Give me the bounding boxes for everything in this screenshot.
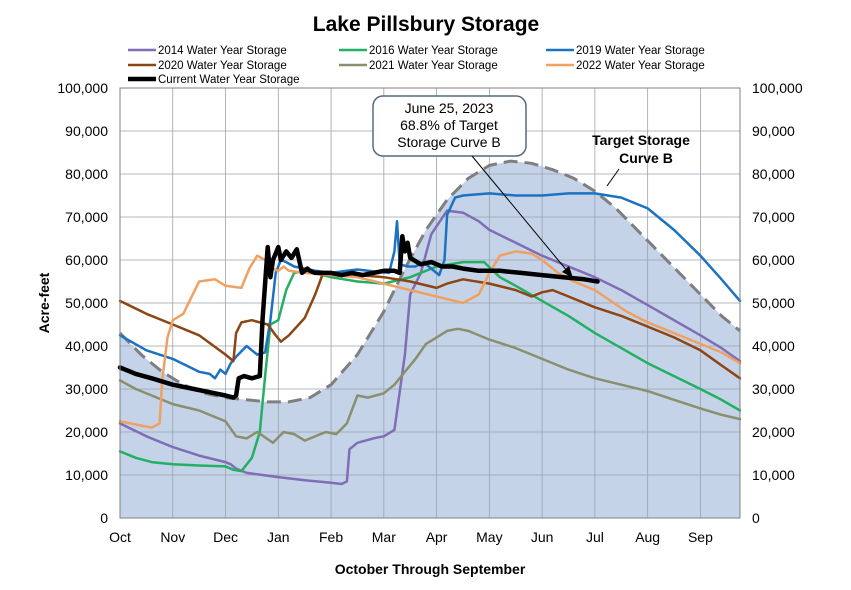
series-line-2016-water-year-storage [118,260,742,473]
legend-label: 2019 Water Year Storage [576,45,705,57]
x-axis-title: October Through September [335,561,526,577]
callout-pointer [471,155,569,273]
y-tick-label-right: 40,000 [752,338,795,354]
y-tick-label-left: 0 [100,510,108,526]
y-tick-label-left: 20,000 [65,424,108,440]
target-storage-curve-line [118,159,741,404]
y-tick-label-left: 50,000 [65,295,108,311]
y-tick-label-right: 0 [752,510,760,526]
y-tick-label-right: 90,000 [752,123,795,139]
x-axis-ticks: Oct Nov Dec Jan Feb Mar Apr May Jun Jul Aug Sep [109,529,713,545]
y-tick-label-left: 40,000 [65,338,108,354]
x-tick-label: Jan [267,529,290,545]
series-line-2014-water-year-storage [118,209,742,486]
y-tick-label-right: 60,000 [752,252,795,268]
target-label-pointer [606,168,620,187]
y-tick-label-right: 30,000 [752,381,795,397]
x-tick-label: Mar [372,529,396,545]
callout-line-1: June 25, 2023 [405,100,494,116]
x-tick-label: Dec [213,529,238,545]
x-tick-label: Nov [160,529,185,545]
target-storage-curve-fill [120,161,740,518]
grid [120,88,740,518]
y-tick-label-right: 50,000 [752,295,795,311]
x-tick-label: Jun [531,529,554,545]
chart-title: Lake Pillsbury Storage [313,13,539,36]
x-tick-label: May [476,529,502,545]
legend-label: Current Water Year Storage [158,74,299,86]
y-tick-label-right: 70,000 [752,209,795,225]
y-tick-label-left: 70,000 [65,209,108,225]
target-label-line-2: Curve B [619,150,673,166]
x-tick-label: Jul [586,529,604,545]
y-axis-left-ticks: 0 10,000 20,000 30,000 40,000 50,000 60,000 70,… [57,80,108,526]
callout-line-3: Storage Curve B [397,134,501,150]
legend-label: 2020 Water Year Storage [158,60,287,72]
series-line-2020-water-year-storage [118,271,742,380]
y-tick-label-right: 20,000 [752,424,795,440]
x-tick-label: Feb [319,529,343,545]
series-line-current-water-year-storage [117,234,600,400]
y-tick-label-left: 10,000 [65,467,108,483]
x-tick-label: Aug [635,529,660,545]
callout-box [372,95,527,157]
y-tick-label-left: 60,000 [65,252,108,268]
callout-line-2: 68.8% of Target [400,117,498,133]
plot-border [119,87,741,519]
y-tick-label-left: 100,000 [57,80,108,96]
legend-label: 2016 Water Year Storage [369,45,498,57]
legend-label: 2021 Water Year Storage [369,60,498,72]
callout-arrowhead [562,266,573,278]
x-tick-label: Oct [109,529,131,545]
target-label-line-1: Target Storage [592,132,690,148]
legend: 2014 Water Year Storage 2016 Water Year S… [128,45,705,86]
y-axis-title: Acre-feet [36,272,52,333]
y-axis-right-ticks: 0 10,000 20,000 30,000 40,000 50,000 60,000 70,… [752,80,803,526]
series-line-2021-water-year-storage [118,327,742,445]
series-layer [117,192,742,486]
y-tick-label-right: 80,000 [752,166,795,182]
y-tick-label-right: 100,000 [752,80,803,96]
y-tick-label-left: 90,000 [65,123,108,139]
y-tick-label-left: 30,000 [65,381,108,397]
x-tick-label: Apr [426,529,448,545]
y-tick-label-left: 80,000 [65,166,108,182]
x-tick-label: Sep [688,529,713,545]
legend-label: 2022 Water Year Storage [576,60,705,72]
legend-label: 2014 Water Year Storage [158,45,287,57]
y-tick-label-right: 10,000 [752,467,795,483]
